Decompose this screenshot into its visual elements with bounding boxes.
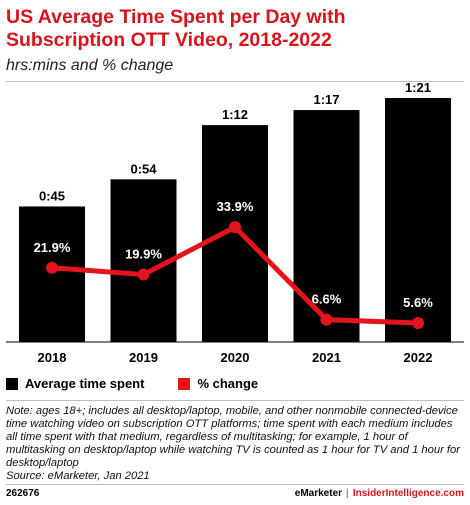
brand-emarketer: eMarketer xyxy=(294,488,343,499)
x-tick-2021: 2021 xyxy=(312,350,341,365)
pct-label-2018: 21.9% xyxy=(34,240,71,255)
brand-insider-intelligence: InsiderIntelligence.com xyxy=(352,488,464,499)
x-axis-tick-labels: 2018 2019 2020 2021 2022 xyxy=(38,350,433,365)
pct-point-2018 xyxy=(46,261,58,274)
legend-swatch-black xyxy=(6,377,18,390)
bar-label-2018: 0:45 xyxy=(39,188,65,203)
chart-subtitle: hrs:mins and % change xyxy=(6,57,174,74)
pct-point-2021 xyxy=(320,313,333,326)
x-tick-2018: 2018 xyxy=(38,350,67,365)
top-divider xyxy=(6,81,464,82)
x-tick-2019: 2019 xyxy=(129,350,158,365)
pct-label-2021: 6.6% xyxy=(312,292,342,307)
legend-item-pct-change: % change xyxy=(178,376,258,391)
footer-divider xyxy=(6,484,464,485)
legend-item-time-spent: Average time spent xyxy=(6,376,144,391)
note-text: Note: ages 18+; includes all desktop/lap… xyxy=(6,405,460,469)
legend-divider xyxy=(6,400,464,401)
legend-swatch-red xyxy=(178,377,191,390)
pct-label-2019: 19.9% xyxy=(125,247,162,262)
x-tick-2020: 2020 xyxy=(221,350,250,365)
chart-note: Note: ages 18+; includes all desktop/lap… xyxy=(6,405,466,483)
line-series xyxy=(46,221,424,330)
x-tick-2022: 2022 xyxy=(404,350,433,365)
bar-2018 xyxy=(19,206,85,342)
line-value-labels: 21.9% 19.9% 33.9% 6.6% 5.6% xyxy=(34,199,434,310)
brand-separator: | xyxy=(346,488,349,499)
pct-label-2022: 5.6% xyxy=(403,295,433,310)
brand: eMarketer | InsiderIntelligence.com xyxy=(295,488,464,499)
bar-label-2022: 1:21 xyxy=(405,82,431,95)
bar-label-2020: 1:12 xyxy=(222,107,248,122)
bar-label-2019: 0:54 xyxy=(130,161,157,176)
bar-2021 xyxy=(293,110,360,343)
bar-label-2021: 1:17 xyxy=(313,92,339,107)
legend: Average time spent % change xyxy=(6,376,292,391)
chart-area: 0:45 0:54 1:12 1:17 1:21 21.9% 19.9% 33.9% 6.6%… xyxy=(6,82,464,365)
bar-2022 xyxy=(385,98,451,342)
legend-label-time-spent: Average time spent xyxy=(25,376,145,391)
pct-point-2019 xyxy=(137,268,150,281)
pct-point-2022 xyxy=(412,317,424,330)
bar-2020 xyxy=(202,125,268,342)
pct-point-2020 xyxy=(229,221,241,234)
source-text: Source: eMarketer, Jan 2021 xyxy=(6,470,150,482)
bar-value-labels: 0:45 0:54 1:12 1:17 1:21 xyxy=(39,82,431,203)
chart-id: 262676 xyxy=(6,488,40,499)
chart-title: US Average Time Spent per Day with Subsc… xyxy=(6,6,346,51)
bar-series xyxy=(19,98,451,343)
pct-label-2020: 33.9% xyxy=(217,199,254,214)
legend-label-pct-change: % change xyxy=(197,376,259,391)
footer: 262676 eMarketer | InsiderIntelligence.com xyxy=(6,488,464,499)
